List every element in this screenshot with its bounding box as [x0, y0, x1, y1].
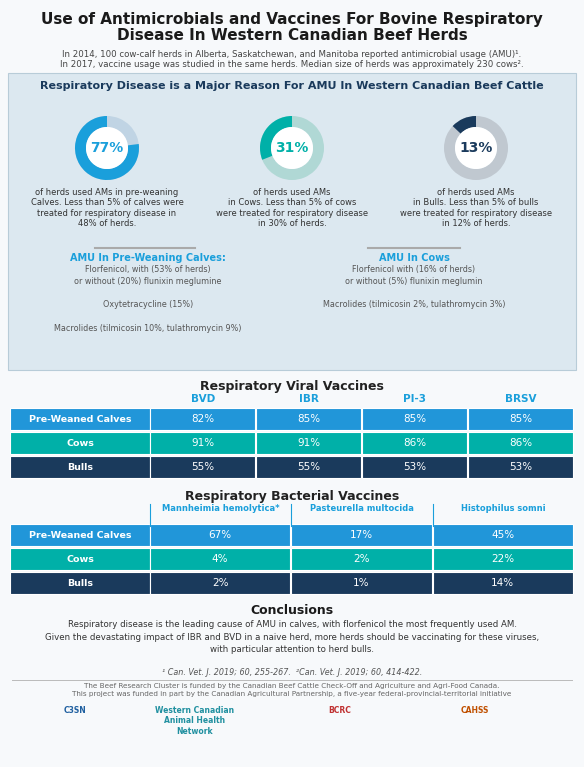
Text: PI-3: PI-3 [404, 394, 426, 404]
Text: Respiratory Viral Vaccines: Respiratory Viral Vaccines [200, 380, 384, 393]
Text: Pasteurella multocida: Pasteurella multocida [310, 504, 414, 513]
FancyBboxPatch shape [256, 432, 361, 454]
Text: The Beef Research Cluster is funded by the Canadian Beef Cattle Check-Off and Ag: The Beef Research Cluster is funded by t… [72, 683, 512, 697]
Text: Pre-Weaned Calves: Pre-Weaned Calves [29, 414, 131, 423]
Text: of herds used AMs
in Bulls. Less than 5% of bulls
were treated for respiratory d: of herds used AMs in Bulls. Less than 5%… [400, 188, 552, 229]
Text: 77%: 77% [91, 141, 124, 155]
Text: 4%: 4% [212, 554, 228, 564]
Text: Respiratory Bacterial Vaccines: Respiratory Bacterial Vaccines [185, 490, 399, 503]
Text: 85%: 85% [509, 414, 532, 424]
Text: Disease In Western Canadian Beef Herds: Disease In Western Canadian Beef Herds [117, 28, 467, 43]
Text: 17%: 17% [350, 530, 373, 540]
Text: Bulls: Bulls [67, 463, 93, 472]
Text: Use of Antimicrobials and Vaccines For Bovine Respiratory: Use of Antimicrobials and Vaccines For B… [41, 12, 543, 27]
Wedge shape [75, 116, 139, 180]
FancyBboxPatch shape [150, 524, 290, 546]
Text: 67%: 67% [208, 530, 232, 540]
Wedge shape [260, 116, 292, 160]
Wedge shape [453, 116, 476, 133]
FancyBboxPatch shape [150, 432, 255, 454]
FancyBboxPatch shape [433, 524, 573, 546]
Text: IBR: IBR [299, 394, 319, 404]
Text: Histophilus somni: Histophilus somni [461, 504, 545, 513]
Text: Western Canadian
Animal Health
Network: Western Canadian Animal Health Network [155, 706, 235, 736]
Text: 55%: 55% [191, 462, 214, 472]
Text: 31%: 31% [275, 141, 309, 155]
Text: 1%: 1% [353, 578, 370, 588]
FancyBboxPatch shape [256, 408, 361, 430]
Text: Cows: Cows [66, 555, 94, 564]
FancyBboxPatch shape [150, 408, 255, 430]
FancyBboxPatch shape [150, 572, 290, 594]
FancyBboxPatch shape [291, 548, 432, 570]
FancyBboxPatch shape [362, 456, 467, 478]
Wedge shape [444, 116, 508, 180]
FancyBboxPatch shape [8, 73, 576, 370]
Text: of herds used AMs
in Cows. Less than 5% of cows
were treated for respiratory dis: of herds used AMs in Cows. Less than 5% … [216, 188, 368, 229]
Text: ¹ Can. Vet. J. 2019; 60, 255-267.  ²Can. Vet. J. 2019; 60, 414-422.: ¹ Can. Vet. J. 2019; 60, 255-267. ²Can. … [162, 668, 422, 677]
FancyBboxPatch shape [10, 456, 150, 478]
FancyBboxPatch shape [468, 456, 573, 478]
Text: Respiratory disease is the leading cause of AMU in calves, with florfenicol the : Respiratory disease is the leading cause… [45, 620, 539, 654]
Text: Pre-Weaned Calves: Pre-Weaned Calves [29, 531, 131, 539]
Text: In 2014, 100 cow-calf herds in Alberta, Saskatchewan, and Manitoba reported anti: In 2014, 100 cow-calf herds in Alberta, … [62, 50, 522, 59]
FancyBboxPatch shape [10, 408, 150, 430]
Text: of herds used AMs in pre-weaning
Calves. Less than 5% of calves were
treated for: of herds used AMs in pre-weaning Calves.… [30, 188, 183, 229]
Text: Cows: Cows [66, 439, 94, 447]
FancyBboxPatch shape [10, 524, 150, 546]
Text: BVD: BVD [191, 394, 215, 404]
Text: Conclusions: Conclusions [251, 604, 333, 617]
Text: 13%: 13% [459, 141, 493, 155]
Text: Respiratory Disease is a Major Reason For AMU In Western Canadian Beef Cattle: Respiratory Disease is a Major Reason Fo… [40, 81, 544, 91]
Text: 2%: 2% [353, 554, 370, 564]
FancyBboxPatch shape [362, 432, 467, 454]
Text: 53%: 53% [403, 462, 426, 472]
Wedge shape [260, 116, 324, 180]
FancyBboxPatch shape [362, 408, 467, 430]
Text: 86%: 86% [403, 438, 426, 448]
Text: 14%: 14% [491, 578, 515, 588]
Text: CAHSS: CAHSS [461, 706, 489, 715]
Text: 85%: 85% [403, 414, 426, 424]
FancyBboxPatch shape [291, 524, 432, 546]
Text: C3SN: C3SN [64, 706, 86, 715]
Text: 22%: 22% [491, 554, 515, 564]
FancyBboxPatch shape [256, 456, 361, 478]
Text: Florfenicol with (16% of herds)
or without (5%) flunixin meglumin

Macrolides (t: Florfenicol with (16% of herds) or witho… [323, 265, 505, 309]
Text: Bulls: Bulls [67, 578, 93, 588]
Circle shape [455, 127, 497, 169]
FancyBboxPatch shape [468, 408, 573, 430]
FancyBboxPatch shape [150, 456, 255, 478]
FancyBboxPatch shape [468, 432, 573, 454]
Text: Florfenicol, with (53% of herds)
or without (20%) flunixin meglumine

Oxytetracy: Florfenicol, with (53% of herds) or with… [54, 265, 242, 333]
Text: 86%: 86% [509, 438, 532, 448]
Text: 53%: 53% [509, 462, 532, 472]
Text: 55%: 55% [297, 462, 320, 472]
Text: AMU In Cows: AMU In Cows [378, 253, 450, 263]
Circle shape [271, 127, 313, 169]
Text: 45%: 45% [491, 530, 515, 540]
Text: 2%: 2% [212, 578, 228, 588]
Wedge shape [75, 116, 139, 180]
Text: In 2017, vaccine usage was studied in the same herds. Median size of herds was a: In 2017, vaccine usage was studied in th… [60, 60, 524, 69]
Text: 91%: 91% [297, 438, 320, 448]
FancyBboxPatch shape [433, 572, 573, 594]
FancyBboxPatch shape [10, 432, 150, 454]
Text: 85%: 85% [297, 414, 320, 424]
FancyBboxPatch shape [10, 548, 150, 570]
FancyBboxPatch shape [10, 572, 150, 594]
Text: BRSV: BRSV [505, 394, 537, 404]
Text: AMU In Pre-Weaning Calves:: AMU In Pre-Weaning Calves: [70, 253, 226, 263]
Circle shape [86, 127, 128, 169]
FancyBboxPatch shape [150, 548, 290, 570]
Text: Mannheimia hemolytica*: Mannheimia hemolytica* [162, 504, 280, 513]
FancyBboxPatch shape [433, 548, 573, 570]
Text: 91%: 91% [191, 438, 214, 448]
FancyBboxPatch shape [291, 572, 432, 594]
Text: 82%: 82% [191, 414, 214, 424]
Text: BCRC: BCRC [329, 706, 352, 715]
